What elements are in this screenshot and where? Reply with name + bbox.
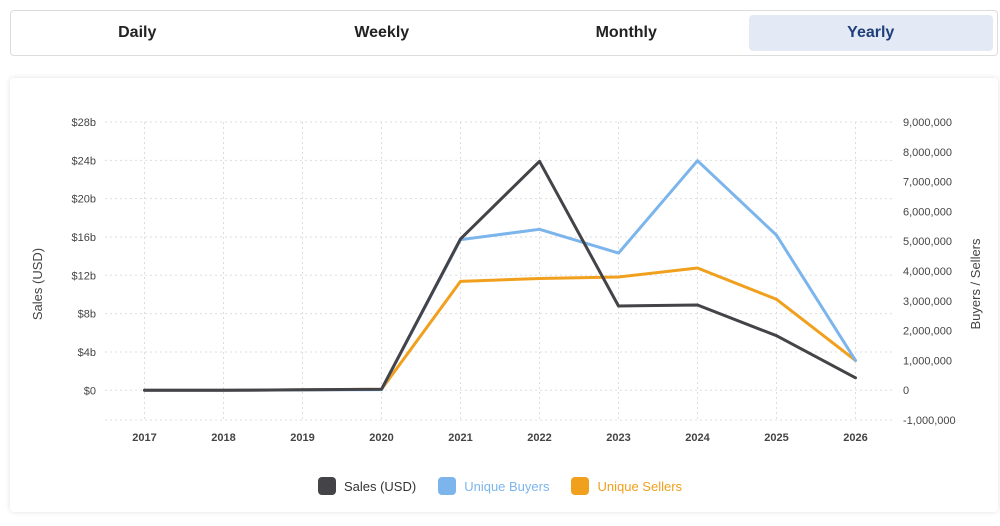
right-axis-tick-label: 0: [903, 385, 909, 397]
x-axis-tick-label: 2023: [606, 432, 630, 444]
right-axis-tick-label: 1,000,000: [903, 355, 952, 367]
legend-item-sales[interactable]: Sales (USD): [317, 477, 417, 495]
tab-daily[interactable]: Daily: [118, 24, 157, 41]
left-axis-tick-label: $0: [84, 385, 96, 397]
right-axis-title: Buyers / Sellers: [968, 238, 983, 330]
left-axis-tick-label: $28b: [72, 117, 96, 129]
right-axis-tick-label: -1,000,000: [903, 415, 956, 427]
x-axis-tick-label: 2024: [685, 432, 710, 444]
tab-weekly[interactable]: Weekly: [354, 24, 410, 41]
x-axis-tick-label: 2020: [369, 432, 393, 444]
x-axis-tick-label: 2022: [527, 432, 551, 444]
series-line-unique-sellers: [143, 266, 857, 392]
right-axis-tick-label: 9,000,000: [903, 117, 952, 129]
legend-swatch-buyers: [438, 477, 457, 495]
x-axis-tick-label: 2026: [843, 432, 867, 444]
left-axis-tick-label: $16b: [72, 232, 96, 244]
series-lines: [143, 159, 857, 392]
tab-yearly[interactable]: Yearly: [748, 15, 993, 51]
chart-card: [10, 78, 998, 512]
x-axis-tick-label: 2025: [764, 432, 788, 444]
period-tabs: Daily Weekly Monthly Yearly: [10, 10, 998, 56]
left-axis-ticks: $0 $4b $8b $12b $16b $20b $24b $28b: [72, 117, 96, 397]
x-axis-ticks: 2017 2018 2019 2020 2021 2022 2023 2024 2025 2026: [132, 432, 867, 444]
chart-legend: Sales (USD) Unique Buyers Unique Sellers: [0, 474, 1000, 498]
legend-item-sellers[interactable]: Unique Sellers: [571, 477, 682, 495]
legend-label-sales: Sales (USD): [343, 478, 417, 494]
left-axis-tick-label: $20b: [72, 194, 96, 206]
legend-item-buyers[interactable]: Unique Buyers: [438, 477, 549, 495]
tab-monthly[interactable]: Monthly: [595, 24, 657, 41]
x-axis-tick-label: 2019: [290, 432, 314, 444]
legend-label-buyers: Unique Buyers: [464, 478, 550, 494]
right-axis-ticks: -1,000,000 0 1,000,000 2,000,000 3,000,000 4,…: [903, 117, 956, 427]
legend-swatch-sellers: [571, 477, 590, 495]
x-axis-tick-label: 2021: [448, 432, 472, 444]
right-axis-tick-label: 4,000,000: [903, 266, 952, 278]
right-axis-tick-label: 7,000,000: [903, 177, 952, 189]
chart-grid: [105, 121, 895, 421]
right-axis-tick-label: 2,000,000: [903, 326, 952, 338]
right-axis-tick-label: 8,000,000: [903, 147, 952, 159]
left-axis-title: Sales (USD): [30, 248, 45, 320]
left-axis-tick-label: $12b: [72, 270, 96, 282]
right-axis-tick-label: 3,000,000: [903, 296, 952, 308]
x-axis-tick-label: 2018: [211, 432, 235, 444]
left-axis-tick-label: $8b: [78, 309, 96, 321]
right-axis-tick-label: 6,000,000: [903, 206, 952, 218]
left-axis-tick-label: $4b: [78, 347, 96, 359]
legend-swatch-sales: [317, 477, 336, 495]
legend-label-sellers: Unique Sellers: [597, 478, 683, 494]
right-axis-tick-label: 5,000,000: [903, 236, 952, 248]
x-axis-tick-label: 2017: [132, 432, 156, 444]
series-line-sales-usd: [143, 159, 857, 392]
left-axis-tick-label: $24b: [72, 155, 96, 167]
